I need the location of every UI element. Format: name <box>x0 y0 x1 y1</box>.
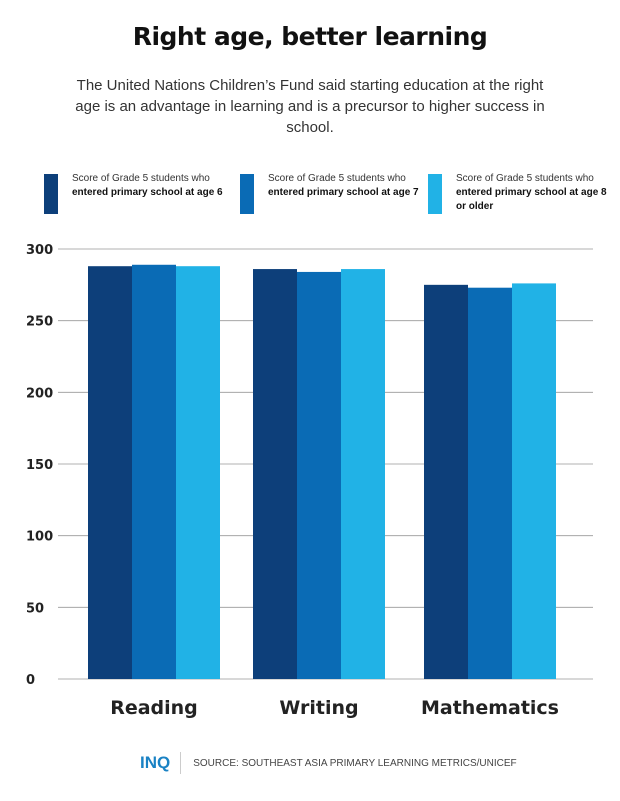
footer: INQ SOURCE: SOUTHEAST ASIA PRIMARY LEARN… <box>140 752 517 774</box>
bar-reading-series-2 <box>132 264 176 679</box>
chart-title: Right age, better learning <box>132 22 488 51</box>
x-category-label: Writing <box>279 697 358 719</box>
y-tick-label: 50 <box>26 601 44 616</box>
legend-text-bold: entered primary school at age 7 <box>268 187 419 198</box>
source-text: SOURCE: SOUTHEAST ASIA PRIMARY LEARNING … <box>193 757 517 769</box>
legend-text: Score of Grade 5 students who <box>456 173 594 184</box>
legend-text: Score of Grade 5 students who <box>268 173 406 184</box>
bar-writing-series-2 <box>297 271 341 679</box>
y-tick-label: 0 <box>26 673 35 688</box>
legend-text-bold: entered primary school at age 6 <box>72 187 223 198</box>
y-tick-label: 100 <box>26 530 53 545</box>
legend-swatch <box>44 174 58 214</box>
bar-reading-series-3 <box>176 266 220 679</box>
y-tick-label: 250 <box>26 315 53 330</box>
bar-reading-series-1 <box>88 266 132 679</box>
legend-swatch <box>428 174 442 214</box>
bar-writing-series-1 <box>253 269 297 679</box>
bar-mathematics-series-1 <box>424 284 468 679</box>
divider <box>180 752 182 774</box>
bar-chart: 0 50 100 150 200 250 300 Reading Writing Mathemat… <box>26 243 593 719</box>
legend-text: Score of Grade 5 students who <box>72 173 210 184</box>
x-category-label: Mathematics <box>421 697 559 719</box>
bar-mathematics-series-3 <box>512 283 556 679</box>
chart-subtitle: The United Nations Children’s Fund said … <box>75 77 545 136</box>
y-tick-label: 300 <box>26 243 53 258</box>
inq-logo: INQ <box>140 753 171 772</box>
x-category-label: Reading <box>110 697 198 719</box>
bar-writing-series-3 <box>341 269 385 679</box>
y-tick-label: 150 <box>26 458 53 473</box>
y-tick-label: 200 <box>26 386 53 401</box>
bar-mathematics-series-2 <box>468 287 512 679</box>
legend-swatch <box>240 174 254 214</box>
legend-text-bold: entered primary school at age 8 or older <box>456 187 607 212</box>
